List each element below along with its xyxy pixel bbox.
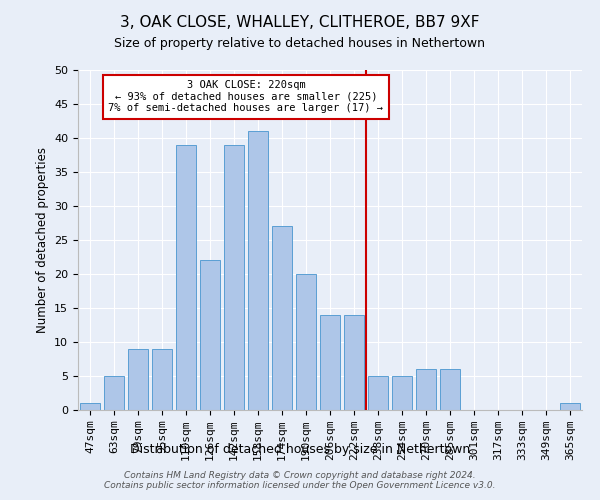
Bar: [200, 260, 220, 410]
Bar: [416, 369, 436, 410]
Text: 3 OAK CLOSE: 220sqm
← 93% of detached houses are smaller (225)
7% of semi-detach: 3 OAK CLOSE: 220sqm ← 93% of detached ho…: [109, 80, 383, 114]
Bar: [272, 226, 292, 410]
Bar: [440, 369, 460, 410]
Bar: [320, 315, 340, 410]
Text: Distribution of detached houses by size in Nethertown: Distribution of detached houses by size …: [130, 442, 470, 456]
Bar: [152, 349, 172, 410]
Text: Contains HM Land Registry data © Crown copyright and database right 2024.
Contai: Contains HM Land Registry data © Crown c…: [104, 470, 496, 490]
Bar: [296, 274, 316, 410]
Bar: [176, 145, 196, 410]
Bar: [248, 131, 268, 410]
Y-axis label: Number of detached properties: Number of detached properties: [35, 147, 49, 333]
Text: Size of property relative to detached houses in Nethertown: Size of property relative to detached ho…: [115, 38, 485, 51]
Bar: [104, 376, 124, 410]
Bar: [368, 376, 388, 410]
Bar: [80, 403, 100, 410]
Bar: [392, 376, 412, 410]
Bar: [560, 403, 580, 410]
Bar: [224, 145, 244, 410]
Bar: [128, 349, 148, 410]
Bar: [344, 315, 364, 410]
Text: 3, OAK CLOSE, WHALLEY, CLITHEROE, BB7 9XF: 3, OAK CLOSE, WHALLEY, CLITHEROE, BB7 9X…: [120, 15, 480, 30]
